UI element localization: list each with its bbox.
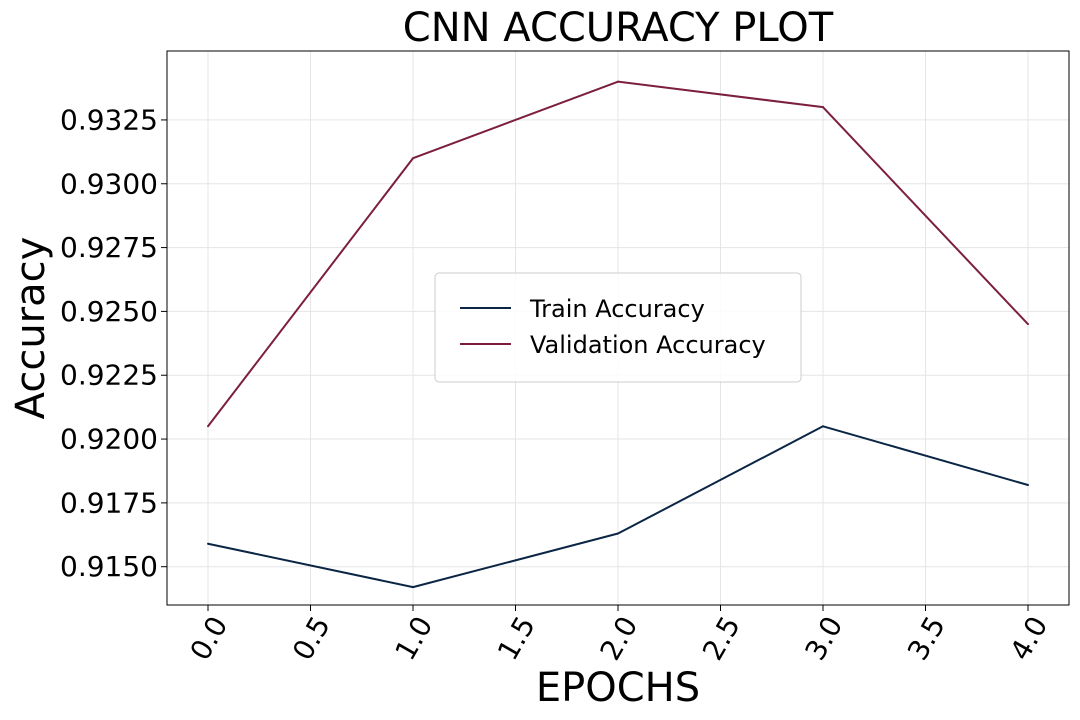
x-tick-label: 3.0 — [798, 611, 849, 666]
train-accuracy-point — [412, 586, 414, 589]
y-tick-label: 0.9250 — [60, 295, 158, 328]
train-accuracy-point — [617, 532, 619, 535]
y-tick-label: 0.9150 — [60, 550, 158, 583]
y-tick-label: 0.9300 — [60, 167, 158, 200]
y-tick-label: 0.9275 — [60, 231, 158, 264]
train-accuracy-point — [207, 542, 209, 545]
x-tick-label: 1.5 — [491, 611, 542, 666]
series-lines — [207, 80, 1029, 589]
validation-accuracy-point — [617, 80, 619, 83]
validation-accuracy-point — [412, 157, 414, 160]
validation-accuracy-point — [822, 106, 824, 109]
x-tick-label: 0.5 — [286, 611, 337, 666]
y-tick-label: 0.9200 — [60, 423, 158, 456]
legend: Train Accuracy Validation Accuracy — [434, 272, 802, 383]
y-tick-label: 0.9175 — [60, 486, 158, 519]
x-axis-title: EPOCHS — [536, 665, 700, 711]
y-tick-label: 0.9225 — [60, 359, 158, 392]
x-tick-label: 3.5 — [901, 611, 952, 666]
x-tick-label: 2.5 — [696, 611, 747, 666]
validation-accuracy-point — [207, 425, 209, 428]
train-accuracy-point — [822, 425, 824, 428]
validation-accuracy-point — [1027, 323, 1029, 326]
legend-label-train: Train Accuracy — [529, 295, 705, 323]
x-tick-label: 4.0 — [1003, 611, 1054, 666]
axis-ticks: 0.0 0.5 1.0 1.5 2.0 2.5 3.0 3.5 4.0 0.9150 0.9175 0… — [60, 103, 1054, 665]
x-tick-label: 2.0 — [593, 611, 644, 666]
x-tick-label: 0.0 — [183, 611, 234, 666]
y-tick-label: 0.9325 — [60, 103, 158, 136]
y-axis-title: Accuracy — [8, 237, 54, 420]
chart-title: CNN ACCURACY PLOT — [403, 5, 834, 51]
train-accuracy-point — [1027, 484, 1029, 487]
legend-box — [434, 272, 802, 383]
x-tick-label: 1.0 — [388, 611, 439, 666]
legend-label-validation: Validation Accuracy — [530, 331, 766, 359]
